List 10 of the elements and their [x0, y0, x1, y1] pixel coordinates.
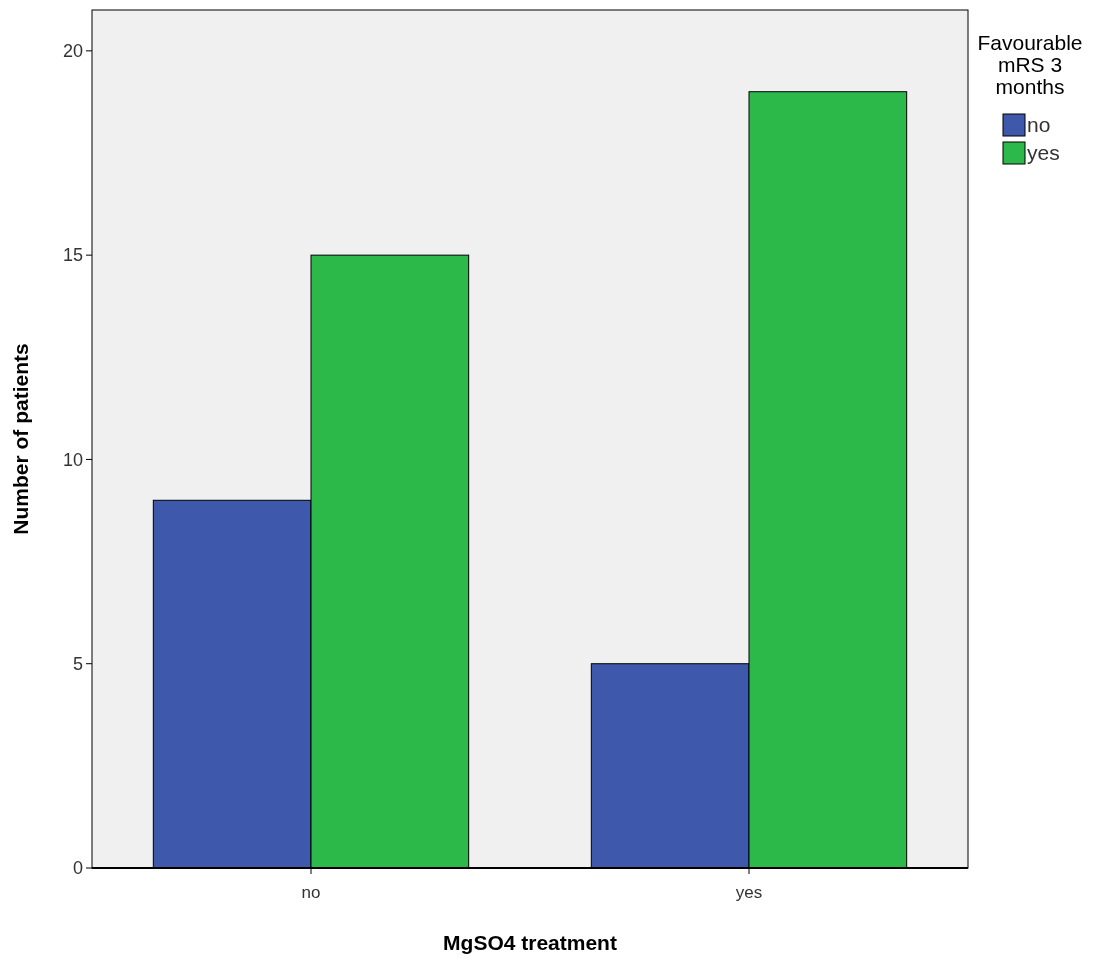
y-tick-label: 0: [72, 858, 83, 879]
y-tick-label: 15: [62, 245, 83, 266]
y-tick-label: 5: [72, 654, 83, 675]
y-tick-label: 10: [62, 449, 83, 470]
x-axis-title: MgSO4 treatment: [443, 931, 617, 954]
legend-label: no: [1027, 113, 1051, 136]
legend-label: yes: [1027, 141, 1060, 164]
y-tick-label: 20: [62, 41, 83, 62]
y-axis-title: Number of patients: [9, 343, 32, 535]
legend-title: Favourable mRS 3 months: [977, 31, 1083, 98]
